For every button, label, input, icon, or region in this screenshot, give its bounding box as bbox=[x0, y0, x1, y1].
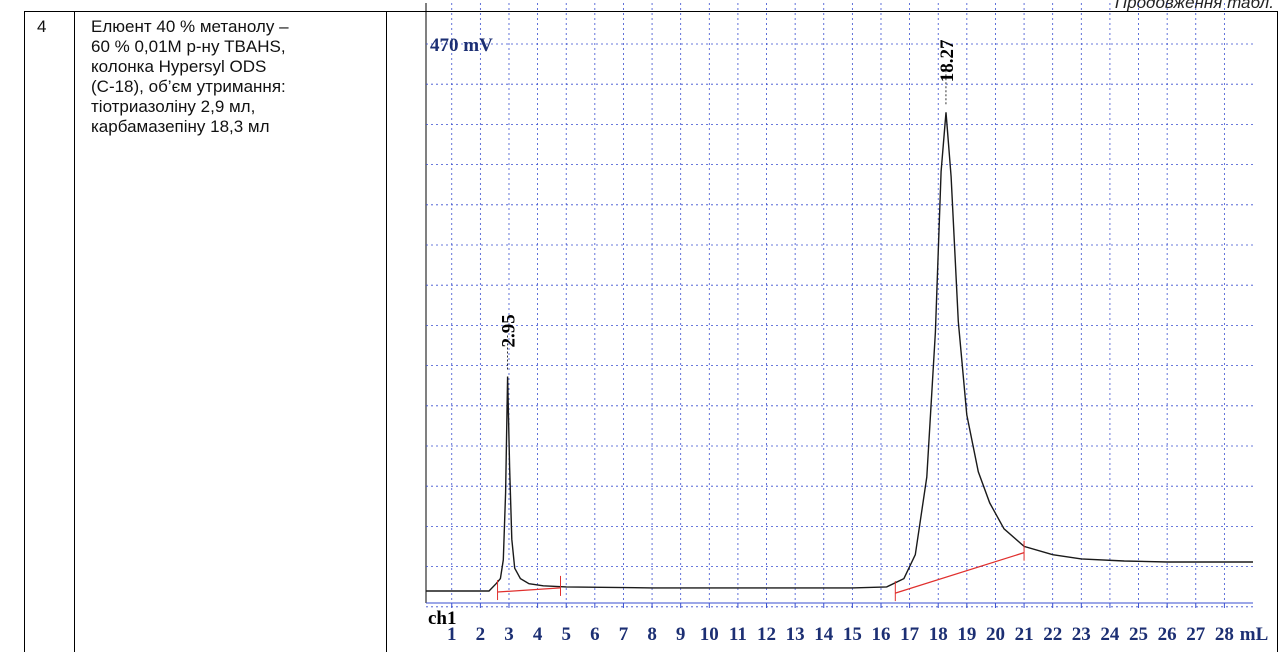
description-line: тіотриазоліну 2,9 мл, bbox=[91, 97, 256, 116]
x-tick-label: 13 bbox=[786, 624, 805, 645]
peak-label: 18.27 bbox=[937, 39, 958, 82]
description-line: колонка Hypersyl ODS bbox=[91, 57, 267, 76]
x-tick-label: 23 bbox=[1072, 624, 1091, 645]
x-tick-label: 22 bbox=[1043, 624, 1062, 645]
y-scale-label: 470 mV bbox=[430, 35, 493, 56]
x-tick-label: 8 bbox=[647, 624, 657, 645]
integration-baseline bbox=[497, 587, 561, 593]
x-tick-label: 9 bbox=[676, 624, 686, 645]
x-tick-label: 5 bbox=[561, 624, 571, 645]
row-number: 4 bbox=[37, 17, 47, 36]
x-tick-label: 18 bbox=[929, 624, 948, 645]
x-tick-label: 19 bbox=[957, 624, 976, 645]
x-tick-label: 1 bbox=[447, 624, 457, 645]
column-divider bbox=[1277, 12, 1278, 652]
x-tick-label: 7 bbox=[619, 624, 629, 645]
x-tick-label: 12 bbox=[757, 624, 776, 645]
row-description: Елюент 40 % метанолу – 60 % 0,01М р-ну T… bbox=[91, 17, 385, 137]
column-divider bbox=[74, 12, 75, 652]
x-tick-label: 17 bbox=[900, 624, 920, 645]
x-tick-label: 14 bbox=[814, 624, 834, 645]
x-tick-label: 25 bbox=[1129, 624, 1148, 645]
table-continuation-note: Продовження табл. bbox=[1114, 0, 1274, 12]
description-line: Елюент 40 % метанолу – bbox=[91, 17, 289, 36]
peak-label: 2.95 bbox=[499, 314, 520, 347]
description-line: (С-18), об’єм утримання: bbox=[91, 77, 286, 96]
x-tick-label: 10 bbox=[700, 624, 719, 645]
x-tick-label: 15 bbox=[843, 624, 862, 645]
x-tick-label: 26 bbox=[1158, 624, 1177, 645]
x-tick-label: 27 bbox=[1186, 624, 1206, 645]
x-tick-label: 16 bbox=[871, 624, 890, 645]
channel-label: ch1 bbox=[428, 608, 457, 629]
x-tick-label: 24 bbox=[1100, 624, 1120, 645]
x-tick-label: 11 bbox=[729, 624, 747, 645]
description-line: карбамазепіну 18,3 мл bbox=[91, 117, 270, 136]
x-tick-label: 3 bbox=[504, 624, 514, 645]
x-tick-label: 2 bbox=[476, 624, 486, 645]
description-line: 60 % 0,01М р-ну TBAHS, bbox=[91, 37, 286, 56]
x-tick-label: 6 bbox=[590, 624, 600, 645]
x-tick-label: 21 bbox=[1015, 624, 1034, 645]
x-tick-label: 28 bbox=[1215, 624, 1234, 645]
integration-baseline bbox=[895, 552, 1025, 594]
x-tick-label: 20 bbox=[986, 624, 1005, 645]
data-table: 4 Елюент 40 % метанолу – 60 % 0,01М р-ну… bbox=[24, 11, 1278, 652]
x-tick-label: 4 bbox=[533, 624, 543, 645]
column-divider bbox=[386, 12, 387, 652]
x-axis-label: mL bbox=[1240, 624, 1269, 645]
signal-trace bbox=[426, 112, 1253, 592]
